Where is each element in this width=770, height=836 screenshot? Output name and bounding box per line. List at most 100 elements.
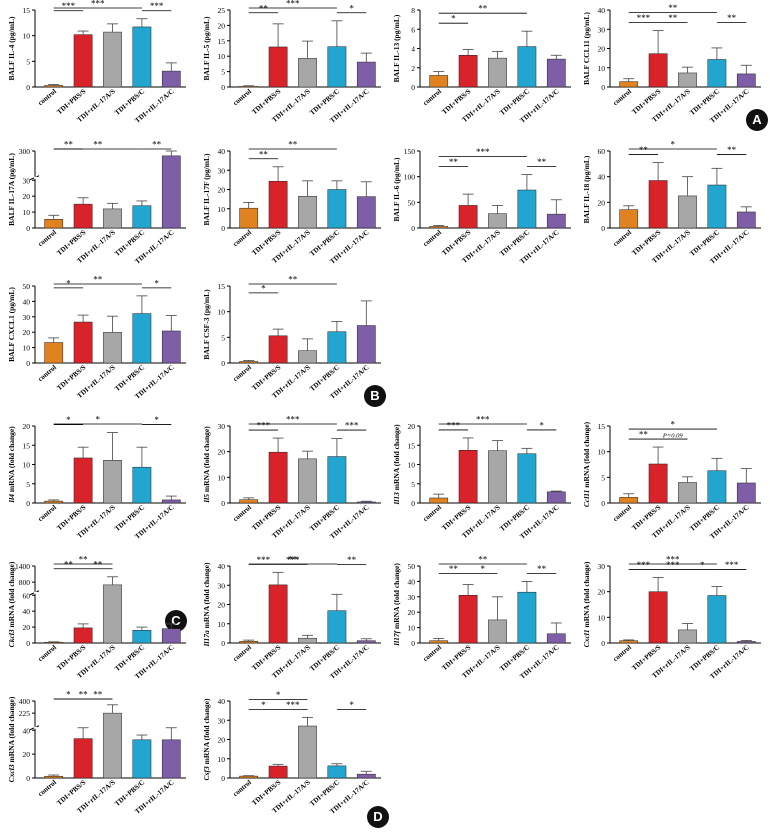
bar-control: [44, 775, 64, 779]
bar-tdi-ril-17a-s: [488, 619, 507, 644]
bar-tdi-pbs-s: [458, 205, 478, 229]
y-axis-label-text: BALF CSF-3 (pg/mL): [202, 289, 211, 360]
bar-tdi-ril-17a-c: [546, 633, 566, 644]
y-tick-label: 0: [26, 83, 30, 92]
y-tick-label: 20: [218, 186, 226, 195]
significance-label: **: [668, 3, 678, 13]
bar-control: [239, 207, 259, 229]
y-tick-label: 30: [218, 166, 226, 175]
y-tick-label: 2: [411, 64, 415, 73]
bar-tdi-ril-17a-c: [161, 499, 181, 504]
bar-tdi-ril-17a-c: [356, 325, 376, 364]
y-tick-label: 10: [23, 461, 31, 470]
y-tick-label: 10: [23, 344, 31, 353]
y-axis-label-text: BALF IL-5 (pg/mL): [202, 16, 211, 80]
bar-tdi-pbs-c: [327, 456, 347, 504]
bar-tdi-ril-17a-c: [736, 482, 756, 504]
significance-label: **: [727, 13, 737, 23]
significance-label: *: [66, 415, 71, 425]
y-axis-label-text: mRNA (fold change): [202, 698, 211, 764]
y-tick-label: 0: [601, 83, 605, 92]
y-tick-label: 0: [601, 224, 605, 233]
significance-label: *: [66, 690, 71, 700]
bar-control: [44, 85, 64, 88]
significance-label: ***: [447, 420, 461, 430]
y-tick-label: 20: [598, 198, 606, 207]
significance-label: ***: [637, 560, 651, 570]
bar-control: [429, 640, 449, 644]
bar-tdi-pbs-s: [268, 335, 288, 364]
y-axis-label-text: BALF IL-18 (pg/mL): [582, 155, 591, 223]
bar-tdi-pbs-s: [73, 203, 93, 229]
y-axis-label-text: BALF IL-13 (pg/mL): [392, 14, 401, 82]
bar-tdi-ril-17a-c: [356, 773, 376, 779]
bar-control: [619, 497, 639, 504]
bar-tdi-pbs-c: [707, 595, 727, 644]
bar-tdi-pbs-c: [517, 46, 537, 88]
bar-tdi-ril-17a-c: [356, 61, 376, 88]
bar-control: [429, 226, 449, 229]
category-label: control: [422, 643, 443, 663]
bar-tdi-pbs-s: [73, 457, 93, 504]
y-tick-label: 10: [408, 461, 416, 470]
significance-label: ***: [257, 421, 271, 431]
bar-tdi-ril-17a-s: [298, 725, 317, 779]
bar-control: [239, 775, 259, 779]
significance-label: **: [79, 555, 89, 565]
y-axis-label-text: mRNA (fold change): [202, 562, 211, 628]
significance-label: ***: [666, 555, 680, 565]
bar-tdi-ril-17a-c: [546, 213, 566, 229]
significance-label: ***: [286, 555, 300, 565]
bar-tdi-pbs-c: [707, 470, 727, 504]
y-tick-label: 40: [218, 147, 226, 156]
chart-c7: 0 10 20 30 40 50 Il17f mRNA (fold change) contr…: [392, 555, 571, 681]
y-tick-label: 5: [26, 57, 30, 66]
y-tick-label: 10: [218, 308, 226, 317]
y-tick-label: 60: [598, 147, 606, 156]
significance-label: **: [478, 4, 488, 14]
bar-tdi-ril-17a-c: [161, 155, 181, 229]
y-tick-label: 30: [408, 593, 416, 602]
significance-label: **: [93, 140, 103, 150]
bar-control: [239, 499, 259, 504]
bar-tdi-pbs-s: [458, 450, 478, 504]
significance-label: *: [66, 278, 71, 288]
y-tick-label: 15: [598, 422, 606, 431]
significance-label: **: [93, 275, 103, 285]
y-tick-label: 10: [23, 32, 31, 41]
significance-label: **: [79, 690, 89, 700]
y-axis-label-text: BALF CCL11 (pg/mL): [582, 12, 591, 85]
bar-tdi-ril-17a-s: [488, 213, 507, 229]
bar-tdi-pbs-c: [517, 453, 537, 504]
significance-label: *: [539, 420, 544, 430]
y-tick-label: 5: [601, 473, 605, 482]
significance-label: *: [154, 415, 159, 425]
category-label: control: [37, 87, 58, 107]
significance-label: **: [288, 275, 298, 285]
bar-tdi-ril-17a-c: [736, 641, 756, 644]
y-tick-label: 30: [598, 562, 606, 571]
y-tick-label: 10: [598, 64, 606, 73]
bar-tdi-pbs-s: [648, 53, 668, 88]
bar-tdi-pbs-s: [648, 463, 668, 504]
bar-control: [44, 218, 64, 229]
y-tick-label: 40: [23, 297, 31, 306]
y-tick-label: 40: [598, 173, 606, 182]
chart-c6: 0 10 20 30 40 Il17a mRNA (fold change) control…: [202, 555, 381, 681]
y-tick-label: 15: [218, 37, 226, 46]
significance-label: **: [259, 149, 269, 159]
y-axis-label-text: BALF IL-6 (pg/mL): [392, 157, 401, 221]
category-label: control: [37, 228, 58, 248]
significance-label: *: [261, 283, 266, 293]
y-tick-label: 20: [218, 736, 226, 745]
y-axis-label: BALF IL-17A (pg/mL): [7, 153, 16, 226]
y-tick-label: 5: [26, 480, 30, 489]
category-label: control: [422, 228, 443, 248]
y-tick-label: 50: [23, 282, 31, 291]
bar-tdi-pbs-s: [268, 180, 288, 229]
gene-name: Ccl11: [582, 488, 591, 507]
